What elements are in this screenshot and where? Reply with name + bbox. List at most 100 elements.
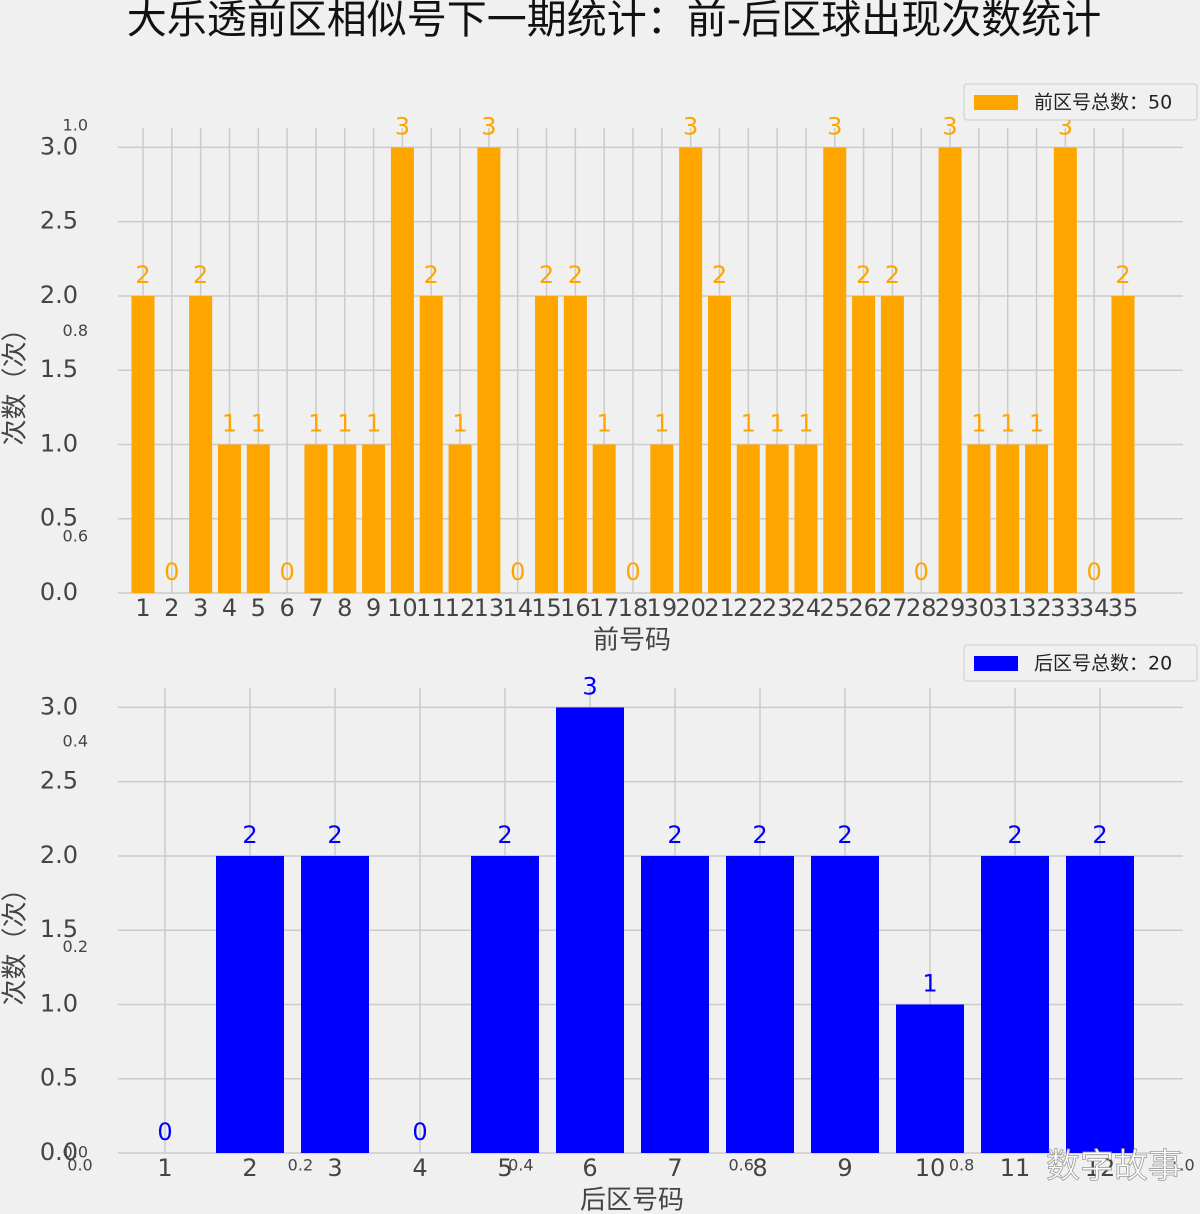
bar: [765, 444, 789, 593]
ghost-x-tick-label: 0.8: [949, 1156, 974, 1175]
x-tick-label: 12: [445, 594, 476, 622]
x-tick-label: 26: [848, 594, 879, 622]
bar: [823, 147, 847, 594]
x-tick-label: 7: [308, 594, 323, 622]
bar: [535, 295, 559, 593]
y-tick-label: 1.5: [40, 355, 78, 383]
value-label: 2: [497, 821, 512, 849]
x-tick-label: 25: [819, 594, 850, 622]
value-label: 2: [242, 821, 257, 849]
value-label: 1: [597, 409, 612, 437]
bar: [419, 295, 443, 593]
value-label: 1: [366, 409, 381, 437]
x-tick-label: 3: [327, 1154, 342, 1182]
x-tick-label: 19: [647, 594, 678, 622]
ghost-x-tick-label: 0.6: [728, 1156, 753, 1175]
x-tick-label: 9: [837, 1154, 852, 1182]
bar: [981, 855, 1049, 1153]
value-label: 2: [568, 261, 583, 289]
x-tick-label: 29: [935, 594, 966, 622]
x-tick-label: 34: [1079, 594, 1110, 622]
value-label: 1: [971, 409, 986, 437]
x-tick-label: 10: [387, 594, 418, 622]
bar: [938, 147, 962, 594]
ghost-x-tick-label: 0.2: [288, 1156, 313, 1175]
value-label: 0: [279, 558, 294, 586]
x-tick-label: 21: [704, 594, 735, 622]
x-tick-label: 2: [164, 594, 179, 622]
y-axis-label: 次数（次）: [1, 875, 31, 1005]
bar: [216, 855, 284, 1153]
value-label: 2: [1092, 821, 1107, 849]
x-axis-label: 后区号码: [580, 1186, 684, 1214]
x-tick-label: 24: [791, 594, 822, 622]
bar: [362, 444, 386, 593]
chart-title: 大乐透前区相似号下一期统计：前-后区球出现次数统计: [127, 0, 1101, 43]
y-tick-label: 3.0: [40, 132, 78, 160]
x-tick-label: 18: [618, 594, 649, 622]
value-label: 1: [741, 409, 756, 437]
value-label: 2: [837, 821, 852, 849]
bar: [1111, 295, 1135, 593]
y-tick-label: 1.5: [40, 915, 78, 943]
value-label: 1: [769, 409, 784, 437]
value-label: 3: [395, 112, 410, 140]
value-label: 1: [452, 409, 467, 437]
x-tick-label: 8: [337, 594, 352, 622]
value-label: 1: [308, 409, 323, 437]
bar: [477, 147, 501, 594]
bar: [650, 444, 674, 593]
legend-box: [963, 644, 1198, 682]
bar: [794, 444, 818, 593]
value-label: 2: [712, 261, 727, 289]
watermark: 数字故事: [1046, 1147, 1182, 1187]
bar: [896, 1004, 964, 1153]
y-tick-label: 1.0: [40, 429, 78, 457]
bar: [333, 444, 357, 593]
x-tick-label: 12: [1085, 1154, 1116, 1182]
value-label: 3: [582, 672, 597, 700]
ghost-y-tick-label: 0.8: [63, 321, 88, 340]
value-label: 2: [135, 261, 150, 289]
bar: [736, 444, 760, 593]
value-label: 1: [337, 409, 352, 437]
bar: [1066, 855, 1134, 1153]
y-tick-label: 0.5: [40, 504, 78, 532]
ghost-x-tick-label: 0.0: [67, 1156, 92, 1175]
x-tick-label: 8: [752, 1154, 767, 1182]
y-tick-label: 3.0: [40, 692, 78, 720]
bar: [1025, 444, 1049, 593]
ghost-x-tick-label: 0.4: [508, 1156, 533, 1175]
x-tick-label: 13: [474, 594, 505, 622]
bar: [592, 444, 616, 593]
bar: [967, 444, 991, 593]
bar: [217, 444, 241, 593]
x-tick-label: 2: [242, 1154, 257, 1182]
ghost-y-tick-label: 0.4: [63, 732, 88, 751]
bar: [471, 855, 539, 1153]
ghost-x-tick-label: 1.0: [1169, 1156, 1194, 1175]
bar: [390, 147, 414, 594]
bar: [556, 707, 624, 1153]
value-label: 1: [922, 969, 937, 997]
y-tick-label: 1.0: [40, 989, 78, 1017]
x-tick-label: 28: [906, 594, 937, 622]
value-label: 2: [1115, 261, 1130, 289]
x-tick-label: 16: [560, 594, 591, 622]
legend-box: [963, 83, 1198, 121]
legend-label: 前区号总数：50: [1034, 92, 1172, 114]
value-label: 3: [942, 112, 957, 140]
x-tick-label: 32: [1021, 594, 1052, 622]
ghost-y-tick-label: 0.6: [63, 526, 88, 545]
value-label: 2: [1007, 821, 1022, 849]
bar: [448, 444, 472, 593]
bar: [726, 855, 794, 1153]
x-tick-label: 30: [964, 594, 995, 622]
value-label: 1: [1000, 409, 1015, 437]
y-tick-label: 0.0: [40, 578, 78, 606]
value-label: 2: [539, 261, 554, 289]
bar: [301, 855, 369, 1153]
x-tick-label: 4: [412, 1154, 427, 1182]
value-label: 1: [1029, 409, 1044, 437]
